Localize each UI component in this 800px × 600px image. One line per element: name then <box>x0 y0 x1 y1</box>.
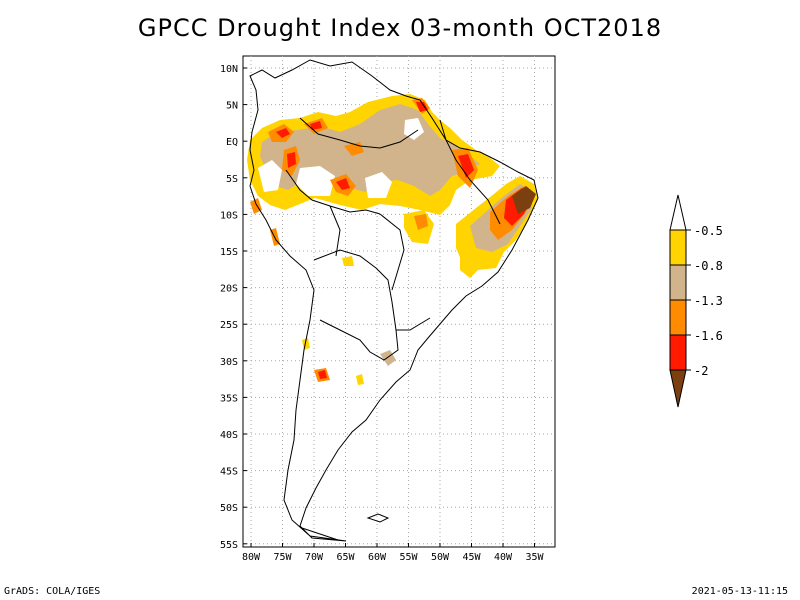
lat-tick-label: 30S <box>220 357 238 368</box>
lon-tick-label: 50W <box>431 552 450 563</box>
legend-label: -2 <box>694 364 708 378</box>
continent-outline <box>249 59 539 542</box>
lon-tick-label: 70W <box>305 552 324 563</box>
border-4 <box>379 213 405 291</box>
orange-patch-8 <box>250 198 262 214</box>
lon-tick-label: 65W <box>336 552 355 563</box>
border-7 <box>319 319 399 361</box>
lon-tick-label: 40W <box>494 552 513 563</box>
red-blob-south <box>318 370 327 379</box>
lat-tick-label: 5N <box>226 101 238 112</box>
red-patch-3 <box>287 152 296 168</box>
legend-swatch-orange <box>669 299 687 336</box>
white-hole-4 <box>404 118 424 140</box>
red-patch-4 <box>336 178 350 190</box>
legend-cap-top <box>669 194 687 231</box>
red-patch-2 <box>310 121 322 130</box>
lat-tick-label: EQ <box>226 137 238 148</box>
border-1 <box>299 117 419 149</box>
red-patch-1 <box>276 128 290 138</box>
lat-tick-label: 55S <box>220 540 238 551</box>
lon-tick-label: 35W <box>525 552 544 563</box>
lon-tick-label: 45W <box>462 552 481 563</box>
coastline <box>249 59 539 542</box>
lat-tick-label: 5S <box>226 174 238 185</box>
longitude-labels: 80W 75W 70W 65W 60W 55W 50W 45W 40W 35W <box>242 552 545 563</box>
drought-shading <box>247 94 538 385</box>
lon-tick-label: 80W <box>242 552 261 563</box>
falklands <box>366 513 390 523</box>
border-6 <box>439 119 501 225</box>
yellow-blob-south <box>302 338 310 350</box>
lat-tick-label: 40S <box>220 430 238 441</box>
yellow-blob-arg <box>356 374 364 385</box>
timestamp: 2021-05-13-11:15 <box>691 586 788 597</box>
lat-tick-label: 50S <box>220 503 238 514</box>
lat-tick-label: 10N <box>220 64 238 75</box>
lon-tick-label: 75W <box>273 552 292 563</box>
legend-label: -1.3 <box>694 294 723 308</box>
yellow-blob-se <box>460 252 480 278</box>
lat-tick-label: 10S <box>220 210 238 221</box>
legend-swatch-yellow <box>669 229 687 266</box>
lat-tick-label: 15S <box>220 247 238 258</box>
orange-blob-central <box>414 214 428 230</box>
legend-swatch-tan <box>669 264 687 301</box>
border-5 <box>329 205 341 257</box>
lat-tick-label: 45S <box>220 467 238 478</box>
white-hole-2 <box>296 166 335 196</box>
border-3 <box>313 249 431 331</box>
legend-label: -0.5 <box>694 224 723 238</box>
lon-tick-label: 55W <box>399 552 418 563</box>
white-hole-3 <box>365 172 392 198</box>
brown-region-ne <box>512 186 536 214</box>
red-patch-6 <box>458 154 474 178</box>
lat-tick-label: 20S <box>220 284 238 295</box>
yellow-blob-bolivia <box>342 256 354 266</box>
lon-tick-label: 60W <box>368 552 387 563</box>
map-title: GPCC Drought Index 03-month OCT2018 <box>137 14 663 42</box>
grads-credit: GrADS: COLA/IGES <box>4 586 101 597</box>
legend-swatch-red <box>669 334 687 371</box>
lat-tick-label: 25S <box>220 320 238 331</box>
legend: -0.5 -0.8 -1.3 -1.6 -2 <box>669 194 723 408</box>
legend-label: -1.6 <box>694 329 723 343</box>
latitude-labels: 10N 5N EQ 5S 10S 15S 20S 25S 30S 35S 40S 45S 50S 55S <box>220 64 238 551</box>
tierra-del-fuego <box>301 527 339 541</box>
legend-label: -0.8 <box>694 259 723 273</box>
legend-cap-bottom <box>669 369 687 408</box>
legend-labels: -0.5 -0.8 -1.3 -1.6 -2 <box>686 224 723 378</box>
red-patch-7 <box>416 102 428 112</box>
white-hole-1 <box>258 160 282 192</box>
lat-tick-label: 35S <box>220 393 238 404</box>
